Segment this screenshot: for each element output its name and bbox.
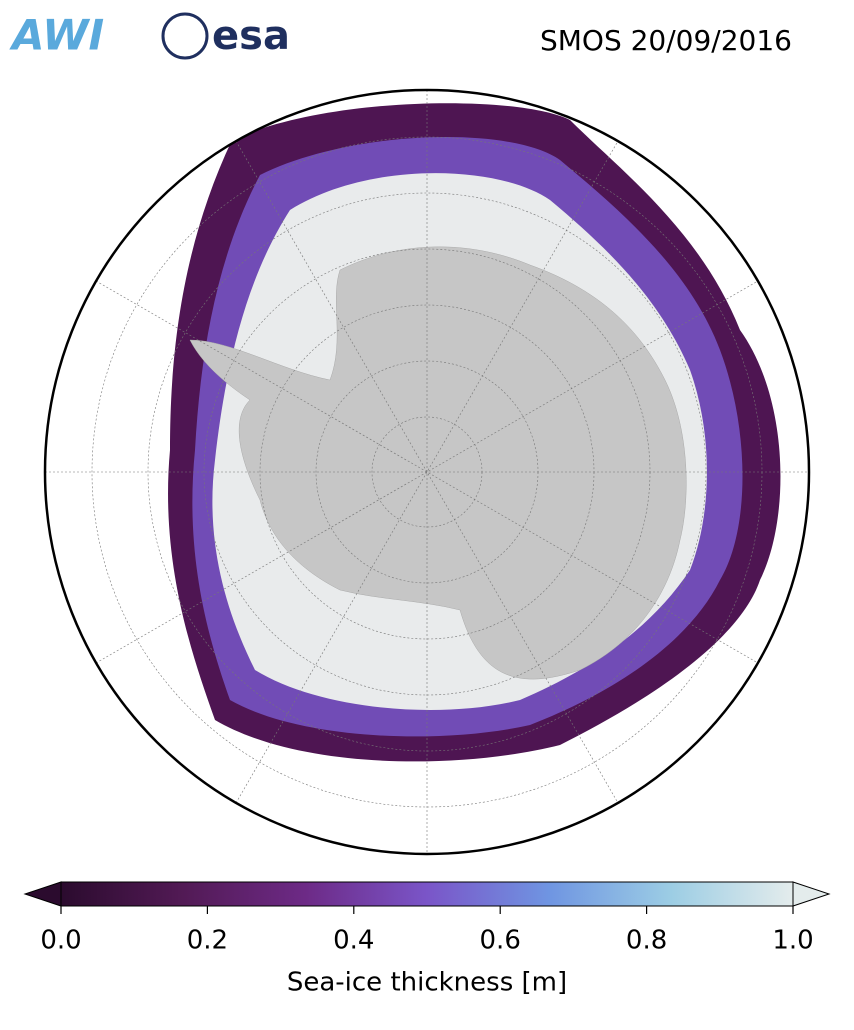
colorbar — [23, 881, 831, 914]
colorbar-gradient — [60, 881, 794, 907]
esa-emblem — [161, 12, 209, 60]
map — [45, 90, 809, 854]
colorbar-tick-label: 0.6 — [480, 926, 521, 956]
colorbar-tick-label: 0.4 — [333, 926, 374, 956]
map-frame — [43, 88, 811, 856]
graticule — [45, 90, 809, 854]
colorbar-extend-low — [23, 881, 62, 907]
antarctica — [189, 246, 687, 680]
esa-logo: esa — [212, 13, 290, 59]
awi-logo: AWI — [9, 11, 104, 60]
colorbar-label: Sea-ice thickness [m] — [287, 968, 567, 998]
colorbar-tick-label: 1.0 — [772, 926, 813, 956]
colorbar-tick-label: 0.2 — [187, 926, 228, 956]
colorbar-tick-label: 0.8 — [626, 926, 667, 956]
map-title: SMOS 20/09/2016 — [540, 24, 792, 57]
colorbar-extend-high — [792, 881, 831, 907]
colorbar-tick-label: 0.0 — [40, 926, 81, 956]
